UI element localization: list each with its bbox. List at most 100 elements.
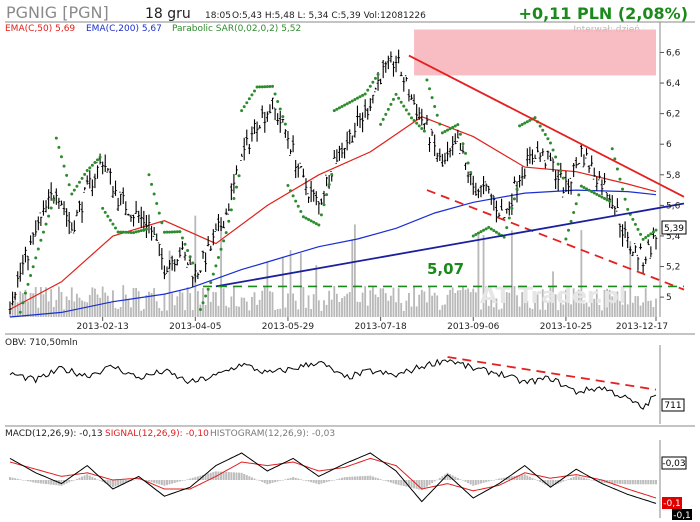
macd-histogram-bar [194, 477, 197, 480]
macd-histogram-bar [117, 480, 120, 486]
sar-dot [126, 230, 130, 234]
macd-histogram-bar [364, 475, 367, 480]
price-panel: AT Trader.pl 5,07 EMA(C,50) 5,69 EMA(C,2… [5, 21, 695, 332]
volume-bar [647, 300, 650, 317]
volume-bar [544, 309, 547, 317]
sar-dot [412, 119, 416, 123]
macd-histogram-bar [302, 480, 305, 481]
macd-histogram-bar [441, 476, 444, 480]
macd-histogram-bar [482, 480, 485, 483]
volume-bar [328, 290, 331, 317]
sar-dot [438, 122, 442, 126]
macd-histogram-bar [289, 477, 292, 480]
macd-histogram-bar [147, 480, 150, 482]
ema200-line [9, 189, 657, 318]
macd-histogram-bar [549, 480, 552, 488]
volume-bar [269, 291, 271, 317]
sar-dot [83, 172, 87, 176]
date-x-axis: 2013-02-13 2013-04-05 2013-05-29 2013-07-18… [76, 317, 668, 332]
volume-bar [590, 293, 593, 317]
macd-histogram-bar [567, 479, 570, 480]
volume-bar [420, 289, 423, 317]
sar-dot [278, 107, 282, 111]
volume-bar [634, 296, 637, 317]
volume-bar [119, 307, 122, 317]
volume-bar [238, 306, 240, 317]
sar-dot [574, 202, 578, 206]
sar-dot [353, 98, 357, 102]
macd-histogram-bar [220, 471, 223, 480]
sar-dot [446, 128, 450, 132]
volume-bar [55, 299, 58, 317]
header-ohlc: O:5,43 H:5,48 L: 5,34 C:5,39 Vol:1208122… [232, 11, 426, 21]
macd-histogram-bar [96, 479, 99, 480]
volume-bar [209, 301, 212, 317]
macd-histogram-bar [446, 472, 449, 480]
volume-bar [76, 293, 78, 317]
macd-histogram-bar [526, 475, 529, 480]
volume-bar [554, 294, 557, 317]
macd-histogram-bar [137, 478, 140, 480]
macd-histogram-bar [73, 480, 76, 481]
volume-bar [353, 224, 356, 317]
obv-value-box [661, 398, 685, 412]
macd-histogram-bar [42, 480, 45, 484]
macd-histogram-bar [359, 476, 362, 480]
macd-histogram-bar [554, 480, 557, 485]
volume-bar [91, 287, 94, 317]
macd-histogram-bar [539, 480, 542, 483]
sar-dot [489, 227, 493, 231]
sar-dot [41, 230, 45, 234]
sar-dot [505, 226, 509, 230]
legend-ema200: EMA(C,200) 5,67 [86, 24, 162, 34]
sar-dot [636, 227, 640, 231]
sar-dot [67, 183, 71, 187]
volume-bar [32, 293, 35, 317]
volume-bar [487, 305, 490, 317]
sar-dot [345, 102, 349, 106]
sar-dot [615, 167, 619, 171]
macd-histogram-bar [498, 478, 501, 480]
volume-bar [142, 309, 145, 317]
macd-histogram-bar [485, 480, 488, 483]
ema50-line-layer [9, 116, 657, 310]
macd-histogram-bar [258, 480, 261, 481]
volume-bar [436, 295, 439, 317]
y-tick-label: 5 [666, 293, 672, 303]
macd-histogram-bar [317, 480, 320, 485]
macd-histogram-bar [454, 476, 457, 480]
sar-dot [381, 117, 385, 121]
last-price-label: 5,39 [664, 224, 684, 234]
macd-histogram-bar [158, 480, 161, 485]
macd-histogram-bar [286, 478, 289, 480]
macd-histogram-bar [83, 475, 86, 480]
macd-histogram-bar [546, 480, 549, 486]
macd-histogram-bar [93, 478, 96, 480]
macd-histogram-bar [330, 480, 333, 481]
macd-histogram-bar [307, 480, 310, 482]
sar-dot [296, 204, 300, 208]
sar-dot [538, 124, 542, 128]
sar-dot [224, 231, 228, 235]
macd-histogram-bar [315, 480, 318, 484]
sar-dot [654, 228, 658, 232]
macd-histogram-bar [384, 480, 387, 481]
macd-histogram-bar [624, 480, 627, 485]
volume-bar [449, 289, 452, 317]
sar-dot [273, 92, 277, 96]
legend-macd: MACD(12,26,9): -0,13 [5, 429, 103, 439]
macd-histogram-bar [593, 480, 596, 481]
macd-histogram-bar [322, 480, 325, 483]
sar-dot [582, 185, 586, 189]
macd-histogram-bar [467, 480, 470, 484]
sar-dot [451, 125, 455, 129]
volume-bar [516, 295, 518, 317]
sar-dot [201, 301, 205, 305]
volume-bars-layer [9, 215, 657, 317]
sar-dot [335, 107, 339, 111]
macd-histogram-bar [145, 480, 148, 481]
volume-bar [402, 310, 405, 317]
volume-bar [652, 306, 655, 317]
sar-dot [237, 174, 241, 178]
macd-histogram-bar [438, 477, 441, 480]
